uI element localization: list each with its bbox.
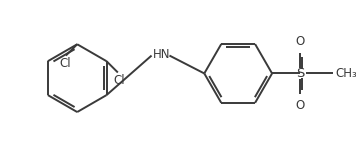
Text: O: O [296,35,305,48]
Text: Cl: Cl [113,74,125,87]
Text: O: O [296,99,305,112]
Text: CH₃: CH₃ [335,67,356,80]
Text: HN: HN [152,48,170,61]
Text: Cl: Cl [59,57,71,70]
Text: S: S [296,67,304,80]
